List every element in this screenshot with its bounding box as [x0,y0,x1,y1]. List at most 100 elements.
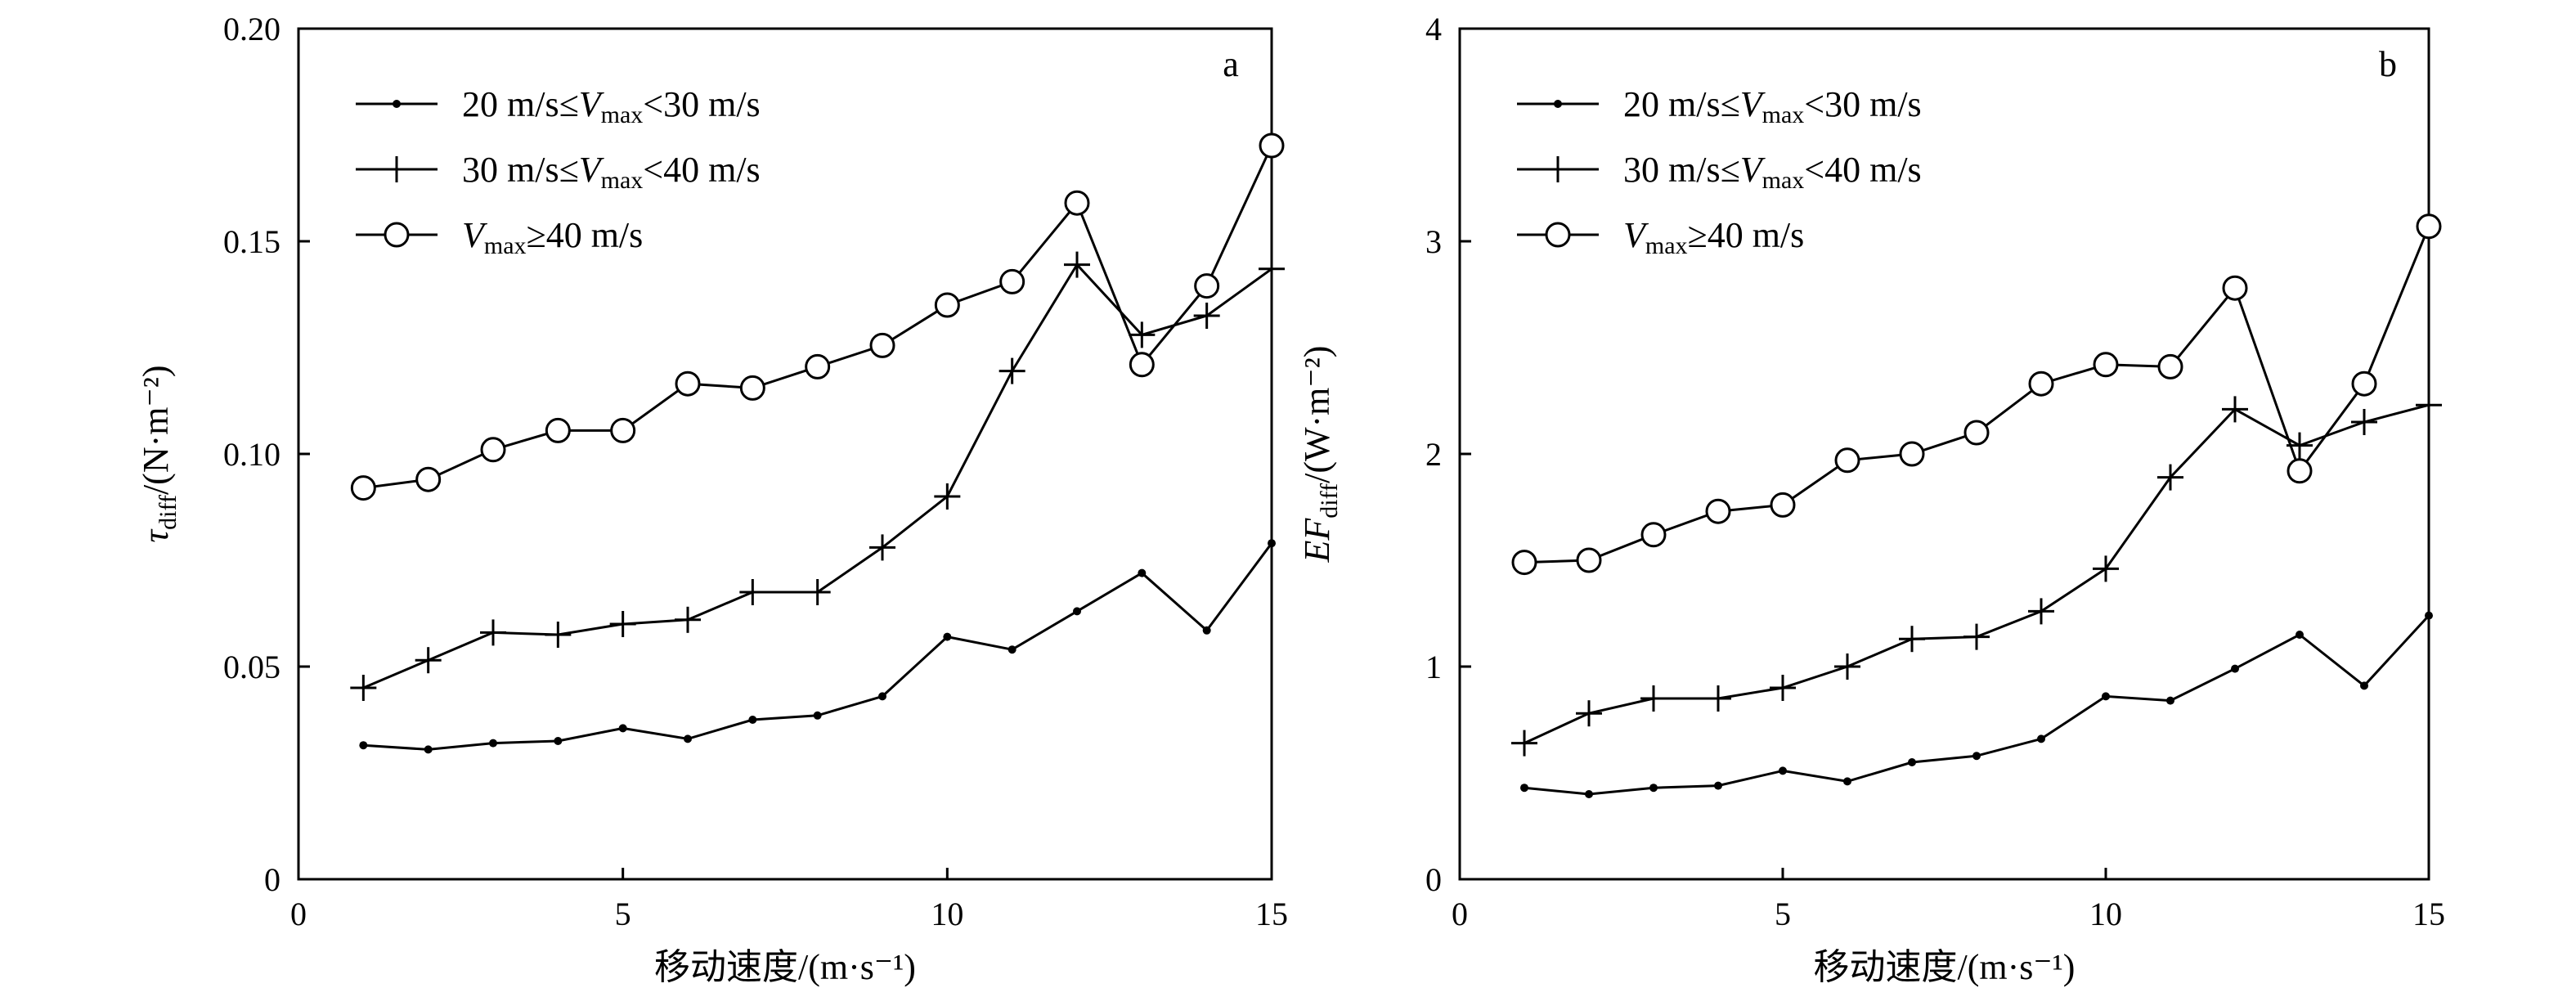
data-point [1268,539,1276,548]
data-point [2093,555,2119,582]
data-point [1908,758,1916,766]
data-point [1193,303,1220,329]
x-tick-label: 5 [615,896,631,932]
series-circle [1511,213,2442,576]
data-point [1843,777,1851,786]
y-tick-label: 3 [1425,223,1442,260]
data-point [869,534,895,561]
legend-label: 20 m/s≤Vmax<30 m/s [462,84,761,128]
y-tick-label: 0.20 [223,11,280,47]
y-axis-label-unit: /(W·m⁻²) [1297,346,1337,483]
y-axis-label-symbol: EF [1297,518,1337,564]
data-point [2351,371,2377,397]
data-point [1008,645,1016,654]
series-circle [350,132,1285,501]
data-point [878,692,886,701]
legend-label: 30 m/s≤Vmax<40 m/s [462,150,761,194]
data-point [1770,492,1796,518]
data-point [1073,607,1081,616]
chart-panel-b: 0 5 10 15 0 1 2 3 4 移动速度/(m·s⁻¹) EFdiff/(W·m⁻²) b 20… [1297,11,2445,987]
series-line [363,145,1273,490]
data-point [1138,568,1147,577]
series-dot [1520,611,2433,798]
y-axis-label: τdiff/(N·m⁻²) [136,365,182,542]
data-point [2416,392,2442,419]
chart-panel-a: 0 5 10 15 0 0.05 0.10 0.15 0.20 移动速度/(m·s⁻¹) τdiff… [136,11,1288,987]
data-point [1129,321,1156,348]
data-point [384,156,410,182]
data-point [1259,255,1285,282]
x-tick-label: 5 [1775,896,1791,932]
data-point [1545,222,1571,248]
data-point [804,579,831,605]
legend-item: Vmax≥40 m/s [356,215,643,259]
data-point [675,606,701,633]
data-point [2157,464,2183,491]
y-tick-label: 0.10 [223,436,280,473]
data-point [1899,441,1925,467]
legend-text-sub: max [1762,167,1805,194]
legend-text-pre: 20 m/s≤ [1623,84,1740,124]
data-point [545,622,572,648]
data-point [934,292,960,318]
data-point [999,268,1025,294]
legend-text-post: ≥40 m/s [1688,215,1805,255]
x-tick-label: 15 [1255,896,1288,932]
data-point [2222,275,2248,301]
y-axis-label: EFdiff/(W·m⁻²) [1297,346,1343,564]
legend-label: 30 m/s≤Vmax<40 m/s [1623,150,1922,194]
data-point [489,739,497,748]
plot-frame [1458,27,2430,881]
legend-text-v: V [579,150,605,190]
legend-text-sub: max [1645,232,1688,259]
data-point [1649,784,1658,793]
y-tick-label: 0 [1425,861,1442,898]
y-axis-label-unit: /(N·m⁻²) [136,365,176,495]
y-tick-label: 0.15 [223,223,280,260]
data-point [2028,371,2054,397]
data-point [943,632,952,641]
data-point [415,466,442,492]
legend-text-v: V [579,84,605,124]
plot-frame [297,27,1273,881]
series-plus [350,251,1285,701]
data-point [2231,664,2239,673]
x-tick-label: 0 [1452,896,1468,932]
series-line [362,263,1272,689]
x-tick-label: 10 [2089,896,2122,932]
data-point [393,100,401,108]
panel-label: b [2379,44,2397,84]
data-point [1576,547,1602,573]
data-point [1779,766,1787,775]
legend-text-post: <30 m/s [643,84,760,124]
data-point [1554,100,1562,108]
data-point [1129,352,1155,378]
legend-text-v: V [1740,84,1766,124]
data-point [999,357,1025,384]
legend-label: Vmax≥40 m/s [1623,215,1804,259]
x-axis-label: 移动速度/(m·s⁻¹) [1814,947,2076,987]
data-point [2416,213,2442,240]
data-point [1511,550,1537,576]
data-point [1834,653,1860,680]
data-point [1972,752,1981,761]
data-point [1714,781,1722,790]
legend-item: 20 m/s≤Vmax<30 m/s [356,84,761,128]
data-point [1770,675,1796,701]
y-axis-label-subscript: diff [1316,483,1343,519]
data-point [1963,420,1990,446]
data-point [1511,730,1537,757]
legend-text-sub: max [601,101,644,128]
data-point [2360,681,2368,690]
data-point [869,332,895,358]
y-axis-label-symbol: τ [136,528,176,543]
y-tick-label: 2 [1425,436,1442,473]
y-tick-label: 0 [264,861,280,898]
legend-text-pre: 30 m/s≤ [462,150,579,190]
legend-text-pre: 30 m/s≤ [1623,150,1740,190]
data-point [1194,273,1220,299]
data-point [2222,396,2248,423]
legend-text-v: V [462,215,488,255]
data-point [384,222,410,248]
legend-item: 30 m/s≤Vmax<40 m/s [356,150,761,194]
